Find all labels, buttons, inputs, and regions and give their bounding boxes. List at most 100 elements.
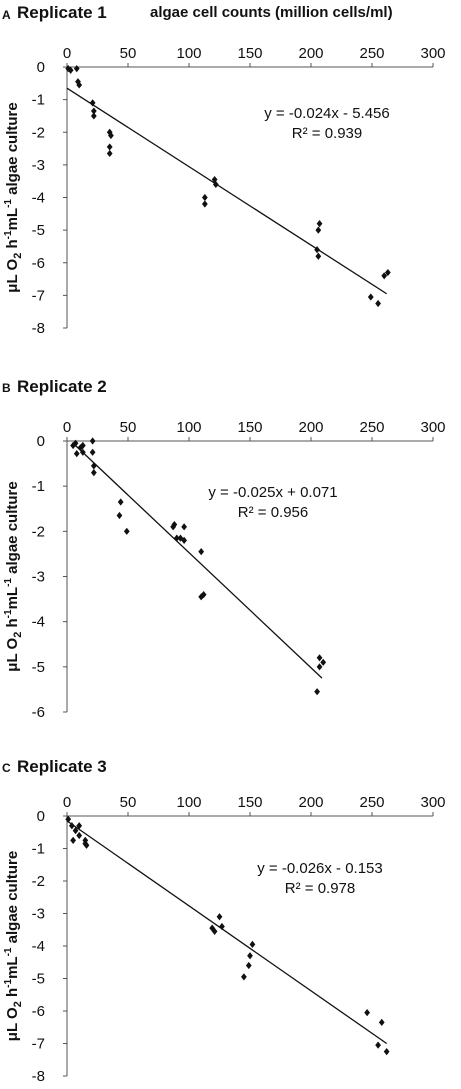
data-point xyxy=(383,1048,390,1056)
x-tick-label: 200 xyxy=(298,419,323,436)
data-point xyxy=(89,437,96,445)
data-point xyxy=(117,498,124,506)
scatter-plot-a: 0 50 100 150 200 250 300 0 -1 -2 -3 -4 -5 -6 -7 -8 μL O2… xyxy=(3,45,446,337)
y-tick-label: -1 xyxy=(32,92,45,109)
y-tick-label: 0 xyxy=(37,808,45,825)
data-point xyxy=(314,246,320,254)
data-point xyxy=(79,441,86,450)
data-point xyxy=(375,299,381,308)
data-point xyxy=(90,107,97,115)
y-tick-label: -8 xyxy=(32,1068,45,1085)
chart-title: Replicate 1 xyxy=(17,3,107,22)
data-point xyxy=(90,469,97,477)
data-point xyxy=(216,913,223,921)
x-tick-label: 50 xyxy=(120,45,137,62)
data-point xyxy=(201,193,208,202)
data-point xyxy=(245,961,252,970)
data-point xyxy=(211,927,218,935)
x-tick-label: 0 xyxy=(63,45,71,62)
y-tick-label: -3 xyxy=(32,906,45,923)
data-point xyxy=(76,81,83,89)
regression-equation: y = -0.024x - 5.456 xyxy=(264,105,390,122)
x-tick-label: 200 xyxy=(298,794,323,811)
trendline xyxy=(66,87,387,295)
data-point xyxy=(201,200,208,208)
x-tick-label: 300 xyxy=(420,45,445,62)
data-point xyxy=(384,268,391,277)
x-tick-label: 150 xyxy=(237,419,262,436)
data-point xyxy=(381,272,388,280)
data-point xyxy=(69,822,75,830)
y-tick-label: -5 xyxy=(32,222,45,239)
r-squared: R² = 0.978 xyxy=(285,880,355,897)
x-tick-label: 200 xyxy=(298,45,323,62)
y-axis-label: μL O2 h-1mL-1 algae culture xyxy=(3,851,24,1041)
x-tick-label: 0 xyxy=(63,419,71,436)
x-tick-label: 50 xyxy=(120,419,137,436)
data-point xyxy=(315,252,322,260)
y-tick-label: -1 xyxy=(32,841,45,858)
chart-title: Replicate 3 xyxy=(17,757,107,776)
panel-letter: B xyxy=(2,381,11,395)
y-tick-label: -2 xyxy=(32,873,45,890)
y-axis-label: μL O2 h-1mL-1 algae culture xyxy=(3,481,24,671)
data-point xyxy=(212,180,219,189)
y-tick-label: -8 xyxy=(32,320,45,337)
data-point xyxy=(106,143,113,151)
x-tick-label: 300 xyxy=(420,419,445,436)
data-point xyxy=(73,65,80,73)
x-tick-label: 150 xyxy=(237,45,262,62)
data-point xyxy=(200,590,207,599)
y-tick-label: -6 xyxy=(32,255,45,272)
y-tick-label: 0 xyxy=(37,59,45,76)
data-point xyxy=(315,226,322,234)
panel-letter: A xyxy=(2,8,11,22)
data-point xyxy=(249,940,256,948)
x-tick-label: 250 xyxy=(359,794,384,811)
data-point xyxy=(173,534,180,542)
x-tick-label: 100 xyxy=(176,419,201,436)
data-point xyxy=(378,1018,385,1026)
y-tick-label: -6 xyxy=(32,1003,45,1020)
data-point xyxy=(90,462,97,470)
data-point xyxy=(106,149,113,158)
data-point xyxy=(364,1009,370,1017)
data-point xyxy=(314,688,320,696)
data-point xyxy=(375,1041,381,1049)
y-tick-label: -4 xyxy=(32,614,45,631)
chart-panel-b: B Replicate 2 0 50 100 150 200 250 300 0 -1 -2 -3 -… xyxy=(0,365,461,725)
chart-panel-c: C Replicate 3 0 50 100 150 200 250 300 0 -1 -2 -3 -… xyxy=(0,745,461,1089)
x-tick-label: 150 xyxy=(237,794,262,811)
y-tick-label: -7 xyxy=(32,1036,45,1053)
y-tick-label: -7 xyxy=(32,287,45,304)
data-point xyxy=(89,99,96,107)
data-point xyxy=(67,66,74,74)
r-squared: R² = 0.939 xyxy=(292,125,362,142)
r-squared: R² = 0.956 xyxy=(238,504,308,521)
data-point xyxy=(367,293,374,301)
data-point xyxy=(70,441,76,450)
y-tick-label: -2 xyxy=(32,124,45,141)
data-point xyxy=(316,654,323,662)
data-point xyxy=(82,840,89,848)
data-point xyxy=(73,450,80,458)
x-tick-label: 100 xyxy=(176,794,201,811)
chart-title: Replicate 2 xyxy=(17,377,107,396)
data-point xyxy=(90,112,97,120)
y-axis-label: μL O2 h-1mL-1 algae culture xyxy=(3,102,24,292)
y-tick-label: -5 xyxy=(32,659,45,676)
x-axis-label: algae cell counts (million cells/ml) xyxy=(150,4,393,21)
regression-equation: y = -0.026x - 0.153 xyxy=(257,860,383,877)
data-point xyxy=(241,973,247,981)
y-tick-label: -2 xyxy=(32,523,45,540)
data-point xyxy=(76,831,83,840)
y-tick-label: -4 xyxy=(32,190,45,207)
y-tick-label: -5 xyxy=(32,971,45,988)
scatter-plot-c: 0 50 100 150 200 250 300 0 -1 -2 -3 -4 -5 -6 -7 -8 μL O2… xyxy=(3,794,446,1085)
data-point xyxy=(219,922,225,931)
trendline xyxy=(66,820,388,1045)
data-point xyxy=(70,836,76,844)
data-point xyxy=(181,523,187,531)
x-tick-label: 250 xyxy=(359,45,384,62)
scatter-plot-b: 0 50 100 150 200 250 300 0 -1 -2 -3 -4 -5 -6 μL O2 h-1… xyxy=(3,419,446,721)
